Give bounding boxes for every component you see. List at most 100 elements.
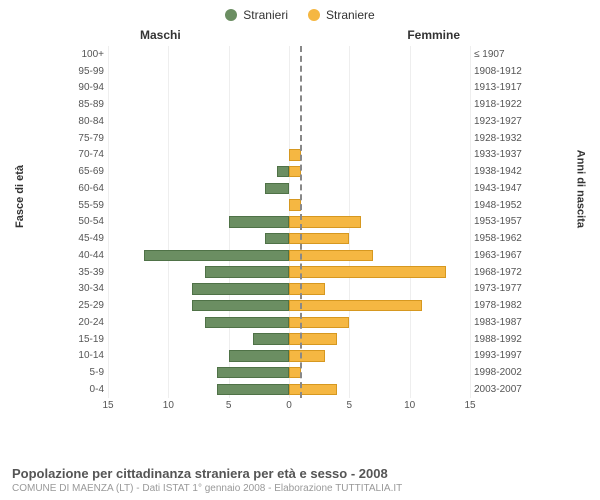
birth-label: 1938-1942 [470,166,522,177]
female-bar [289,384,337,396]
male-side [108,197,289,214]
male-bar [192,283,289,295]
male-side [108,331,289,348]
birth-label: 1928-1932 [470,133,522,144]
female-side [289,230,470,247]
legend-swatch-female [308,9,320,21]
age-label: 60-64 [72,183,108,194]
pyramid-row: 35-39 1968-1972 [72,264,522,281]
male-side [108,96,289,113]
birth-label: 1963-1967 [470,250,522,261]
female-side [289,147,470,164]
birth-label: 1968-1972 [470,267,522,278]
pyramid-row: 75-791928-1932 [72,130,522,147]
birth-label: 1973-1977 [470,283,522,294]
birth-label: 1993-1997 [470,350,522,361]
pyramid-row: 55-591948-1952 [72,197,522,214]
birth-label: 1953-1957 [470,216,522,227]
pyramid-row: 5-91998-2002 [72,364,522,381]
pyramid-row: 60-64 1943-1947 [72,180,522,197]
male-bar [253,333,289,345]
pyramid-row: 25-291978-1982 [72,297,522,314]
center-divider [300,46,302,398]
birth-label: 1933-1937 [470,149,522,160]
male-side [108,297,289,314]
age-label: 20-24 [72,317,108,328]
birth-label: 1913-1917 [470,82,522,93]
female-side [289,214,470,231]
age-label: 25-29 [72,300,108,311]
x-tick: 5 [226,400,232,411]
female-side [289,331,470,348]
pyramid-row: 90-94 1913-1917 [72,80,522,97]
age-label: 30-34 [72,283,108,294]
female-bar [289,266,446,278]
female-bar [289,317,349,329]
pyramid-row: 65-691938-1942 [72,163,522,180]
chart-title: Popolazione per cittadinanza straniera p… [12,466,402,481]
female-side [289,46,470,63]
male-side [108,63,289,80]
female-side [289,197,470,214]
female-side [289,314,470,331]
pyramid-row: 85-891918-1922 [72,96,522,113]
female-bar [289,233,349,245]
age-label: 50-54 [72,216,108,227]
female-side [289,281,470,298]
age-label: 90-94 [72,82,108,93]
birth-label: 1988-1992 [470,334,522,345]
age-label: 40-44 [72,250,108,261]
pyramid-row: 50-54 1953-1957 [72,214,522,231]
x-axis: 15105051015 [72,400,522,416]
male-side [108,230,289,247]
male-side [108,314,289,331]
female-side [289,113,470,130]
age-label: 80-84 [72,116,108,127]
male-side [108,214,289,231]
female-bar [289,300,422,312]
male-side [108,381,289,398]
y-axis-title-right: Anni di nascita [574,150,586,228]
male-side [108,113,289,130]
age-label: 70-74 [72,149,108,160]
male-bar [144,250,289,262]
x-tick: 5 [347,400,353,411]
birth-label: 1998-2002 [470,367,522,378]
male-side [108,348,289,365]
chart-footer: Popolazione per cittadinanza straniera p… [12,466,402,494]
male-side [108,147,289,164]
male-bar [205,317,289,329]
birth-label: 1943-1947 [470,183,522,194]
chart-container: Stranieri Straniere Fasce di età Anni di… [0,0,600,500]
pyramid-row: 10-14 1993-1997 [72,348,522,365]
female-side [289,264,470,281]
legend-item-male: Stranieri [225,8,288,22]
birth-label: 2003-2007 [470,384,522,395]
male-side [108,264,289,281]
birth-label: 1948-1952 [470,200,522,211]
pyramid-row: 95-991908-1912 [72,63,522,80]
birth-label: 1958-1962 [470,233,522,244]
male-bar [277,166,289,178]
male-side [108,364,289,381]
pyramid-row: 100+≤ 1907 [72,46,522,63]
birth-label: 1908-1912 [470,66,522,77]
pyramid-row: 15-191988-1992 [72,331,522,348]
male-side [108,163,289,180]
panel-title-female: Femmine [407,28,460,42]
female-bar [289,350,325,362]
male-bar [192,300,289,312]
age-label: 10-14 [72,350,108,361]
male-bar [217,384,289,396]
age-label: 85-89 [72,99,108,110]
y-axis-title-left: Fasce di età [14,165,26,228]
x-tick: 0 [286,400,292,411]
age-label: 35-39 [72,267,108,278]
legend-item-female: Straniere [308,8,375,22]
female-side [289,180,470,197]
age-label: 45-49 [72,233,108,244]
x-tick: 10 [163,400,174,411]
male-side [108,247,289,264]
male-bar [265,233,289,245]
plot-area: Fasce di età Anni di nascita Maschi Femm… [20,28,580,428]
